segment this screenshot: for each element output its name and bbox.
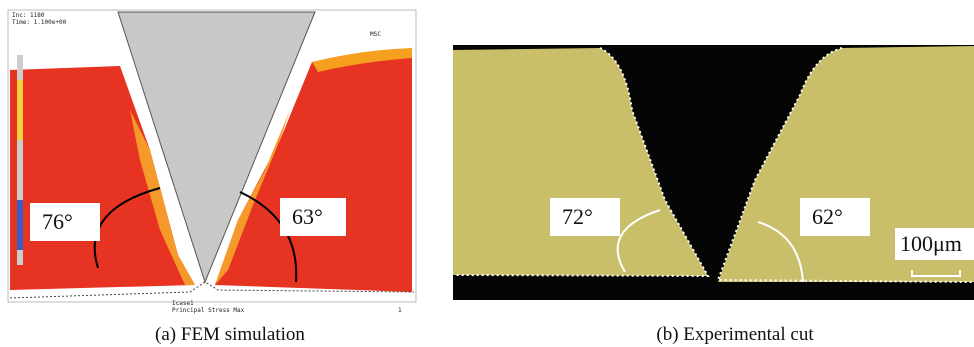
logo: MSC (370, 31, 381, 38)
scale-label: 100μm (900, 231, 962, 256)
caption: (b) Experimental cut (656, 324, 814, 345)
header-text: Time: 1.100e+00 (12, 19, 67, 26)
legend-text: Icase1 (172, 300, 194, 307)
header-text: Inc: 1180 (12, 12, 45, 19)
angle-label: 72° (562, 204, 593, 229)
angle-label: 63° (292, 204, 323, 229)
angle-label: 76° (42, 209, 73, 234)
page-number: 1 (398, 307, 402, 314)
angle-label: 62° (812, 204, 843, 229)
legend-text: Principal Stress Max (172, 307, 245, 314)
experiment-panel: 72° 62° 100μm (b) Experimental cut (453, 45, 974, 345)
color-scale (17, 80, 23, 140)
caption: (a) FEM simulation (155, 324, 305, 345)
fem-panel: 76° 63° Inc: 1180 Time: 1.100e+00 MSC Ic… (8, 10, 416, 345)
color-scale (17, 200, 23, 250)
figure: 76° 63° Inc: 1180 Time: 1.100e+00 MSC Ic… (0, 0, 974, 347)
